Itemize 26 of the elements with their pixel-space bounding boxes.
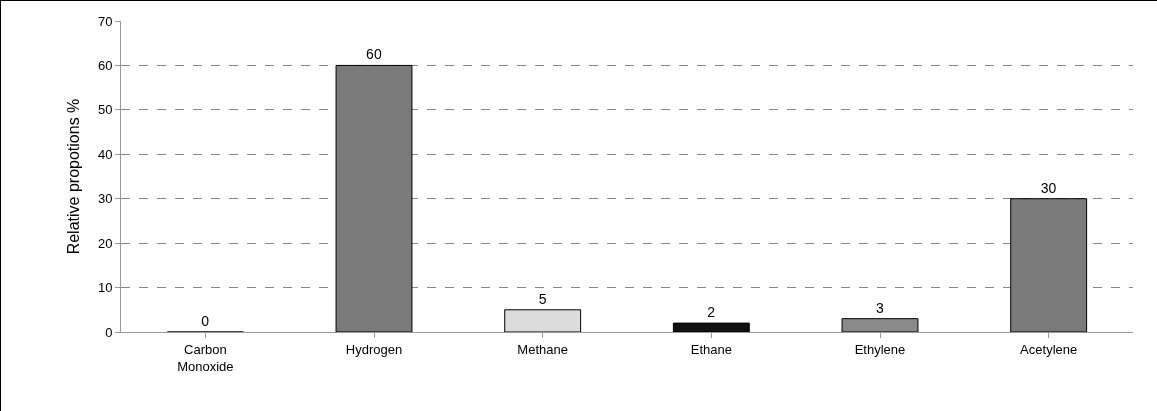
y-tick-label: 30 [97, 191, 113, 207]
bar [841, 318, 919, 332]
data-label: 0 [201, 313, 210, 329]
y-tick-label: 50 [97, 102, 113, 118]
y-tick-label: 70 [97, 13, 113, 29]
x-tick-label: Ethane [690, 341, 732, 357]
x-tick-label: Hydrogen [345, 341, 403, 357]
data-label: 5 [538, 290, 547, 307]
y-tick-label: 60 [97, 57, 113, 73]
bar [504, 309, 582, 332]
data-label: 3 [876, 299, 884, 316]
data-label: 2 [707, 304, 716, 321]
x-tick-label: Ethylene [854, 341, 906, 357]
x-tick-label: Methane [517, 341, 568, 357]
x-tick-label: Carbon Monoxide [177, 341, 234, 374]
y-tick-label: 20 [97, 235, 113, 251]
y-axis-title: Relative propotions % [65, 98, 82, 255]
bar [1010, 198, 1088, 332]
y-tick-label: 0 [105, 324, 113, 340]
x-tick-label: Acetylene [1020, 341, 1078, 357]
y-tick-label: 10 [97, 280, 113, 296]
bar [335, 64, 413, 332]
bar [672, 322, 750, 332]
data-label: 30 [1040, 179, 1057, 196]
data-label: 60 [366, 46, 382, 63]
y-tick-label: 40 [97, 146, 113, 162]
